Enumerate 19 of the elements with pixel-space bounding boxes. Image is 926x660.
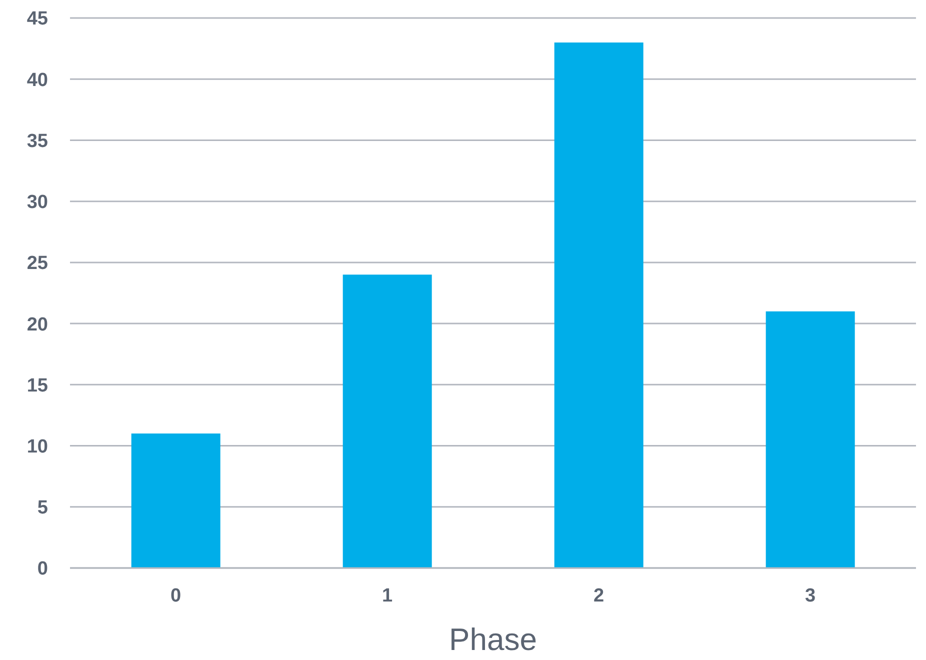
y-tick-label: 45 — [26, 8, 48, 30]
x-tick-label: 2 — [593, 585, 604, 606]
y-tick-label: 0 — [37, 558, 48, 580]
y-tick-label: 40 — [26, 70, 48, 91]
y-tick-label: 20 — [26, 314, 48, 336]
bar — [766, 311, 855, 568]
y-tick-label: 5 — [37, 498, 48, 519]
bar — [342, 274, 432, 568]
bar — [131, 434, 220, 568]
y-tick-label: 15 — [26, 375, 48, 396]
y-tick-label: 35 — [26, 130, 48, 152]
x-tick-label: 0 — [170, 585, 182, 606]
bar — [554, 42, 644, 568]
x-tick-label: 1 — [382, 585, 393, 606]
x-tick-label: 3 — [804, 585, 816, 606]
y-tick-label: 25 — [26, 253, 48, 274]
x-axis-title: Phase — [449, 622, 537, 657]
y-tick-label: 10 — [26, 436, 48, 458]
y-tick-label: 30 — [26, 192, 48, 214]
